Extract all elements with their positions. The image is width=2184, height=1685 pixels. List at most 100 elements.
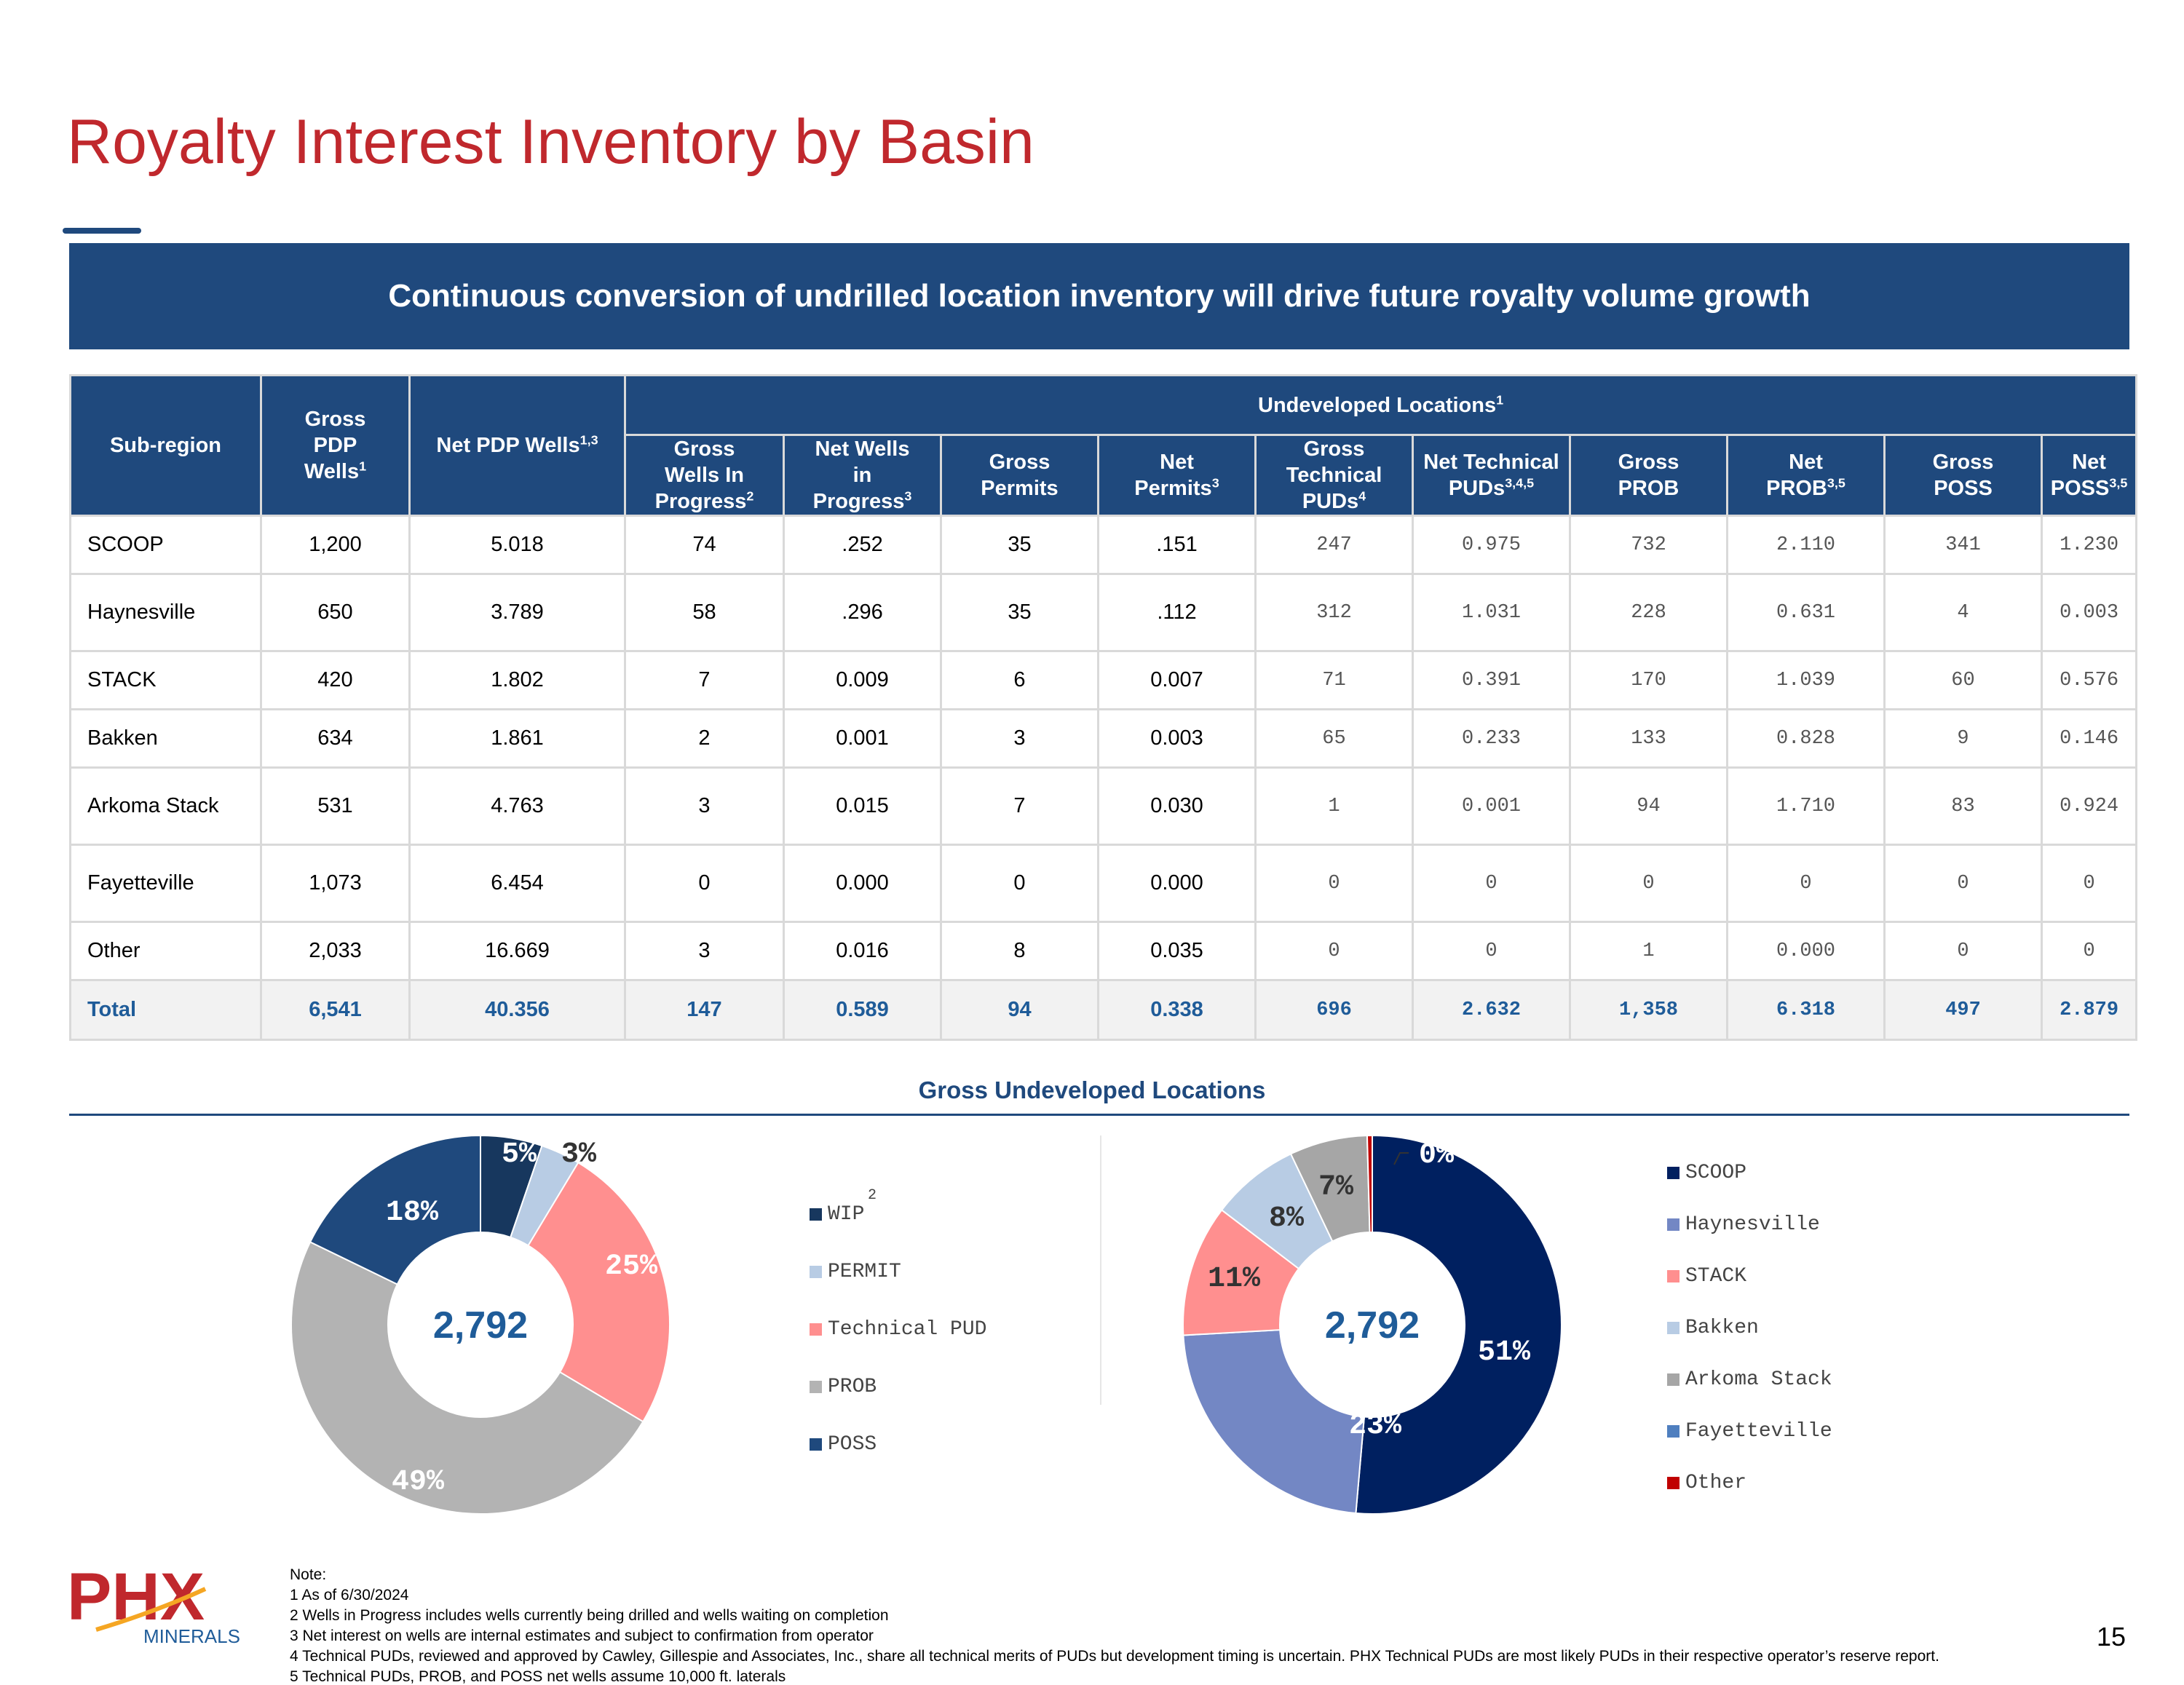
- slice-label: 8%: [1269, 1202, 1305, 1235]
- legend-swatch: [1667, 1322, 1679, 1334]
- value-cell: 35: [940, 573, 1099, 652]
- col-header-text: Gross: [1932, 451, 1994, 474]
- value-cell: 247: [1254, 515, 1414, 575]
- value-cell: 3: [624, 766, 785, 846]
- value-cell: 0.589: [783, 979, 942, 1041]
- slice-label: 3%: [561, 1138, 597, 1171]
- legend-item: SCOOP: [1667, 1162, 1746, 1184]
- donut-chart-region: 51% 23% 11%8% 7% 0% 2,792: [1182, 1134, 1562, 1515]
- value-cell: 1.802: [408, 650, 626, 710]
- legend-item: Arkoma Stack: [1667, 1368, 1832, 1391]
- value-cell: 0: [2040, 921, 2138, 981]
- col-header-text: Net Wells: [815, 437, 910, 461]
- value-cell: 3: [940, 708, 1099, 769]
- value-cell: 0.391: [1412, 650, 1571, 710]
- value-cell: 0.338: [1097, 979, 1257, 1041]
- value-cell: 170: [1569, 650, 1728, 710]
- logo-sub: MINERALS: [143, 1625, 240, 1647]
- slice-label: 49%: [392, 1466, 445, 1499]
- slice-label: 23%: [1349, 1410, 1402, 1443]
- legend-label: Technical PUD: [828, 1318, 987, 1341]
- value-cell: 0.828: [1726, 708, 1886, 769]
- value-cell: 147: [624, 979, 785, 1041]
- col-header-text: Progress: [654, 490, 747, 513]
- col-header-text: Permits: [1134, 477, 1212, 500]
- value-cell: 0.576: [2040, 650, 2138, 710]
- legend-label: WIP: [828, 1203, 865, 1226]
- value-cell: .296: [783, 573, 942, 652]
- value-cell: 1: [1569, 921, 1728, 981]
- legend-label: PERMIT: [828, 1261, 901, 1283]
- slice-label: 51%: [1478, 1336, 1531, 1369]
- page-title: Royalty Interest Inventory by Basin: [67, 107, 1034, 177]
- slice-label: 11%: [1208, 1263, 1261, 1296]
- donut-slice-technical-pud: [527, 1161, 670, 1423]
- table-body: SCOOP 1,200 5.018 74.252 35.151 247 0.975 732 2.…: [69, 515, 2138, 1041]
- value-cell: 341: [1883, 515, 2043, 575]
- legend-swatch: [810, 1208, 822, 1221]
- phx-logo: PHX MINERALS: [67, 1567, 240, 1647]
- value-cell: 5.018: [408, 515, 626, 575]
- subregion-cell: Haynesville: [69, 573, 262, 652]
- value-cell: 0.975: [1412, 515, 1571, 575]
- value-cell: 634: [260, 708, 411, 769]
- value-cell: 1.710: [1726, 766, 1886, 846]
- donut-center-total: 2,792: [1325, 1304, 1420, 1347]
- col-header-sup: 3,5: [2109, 475, 2128, 491]
- col-header-text: Net: [1789, 451, 1823, 474]
- legend-item: Fayetteville: [1667, 1420, 1832, 1443]
- value-cell: 650: [260, 573, 411, 652]
- legend-item: PERMIT: [810, 1261, 901, 1283]
- value-cell: 0: [1883, 844, 2043, 923]
- legend-item: Bakken: [1667, 1317, 1759, 1339]
- value-cell: .112: [1097, 573, 1257, 652]
- value-cell: 0.035: [1097, 921, 1257, 981]
- total-row: Total 6,541 40.356 147 0.589 94 0.338 696 2.632 1…: [69, 979, 2138, 1041]
- col-header-text: Gross: [673, 437, 735, 461]
- value-cell: 228: [1569, 573, 1728, 652]
- slice-label: 25%: [605, 1250, 658, 1283]
- footnote-line: 2 Wells in Progress includes wells curre…: [290, 1607, 889, 1624]
- col-header: Net Wells in Progress3: [783, 434, 942, 517]
- pie-section-title: Gross Undeveloped Locations: [918, 1077, 1266, 1103]
- table-row: Haynesville 650 3.789 58.296 35.112 312 1.031 2…: [69, 573, 2138, 652]
- value-cell: 40.356: [408, 979, 626, 1041]
- value-cell: 6: [940, 650, 1099, 710]
- col-header: Net Technical PUDs3,4,5: [1412, 434, 1571, 517]
- legend-label: Other: [1685, 1472, 1747, 1494]
- donut-slice-other: [1366, 1134, 1373, 1234]
- footnote-line: 3 Net interest on wells are internal est…: [290, 1627, 874, 1644]
- logo-swoosh-icon: [95, 1587, 207, 1632]
- value-cell: 0.003: [2040, 573, 2138, 652]
- value-cell: 7: [940, 766, 1099, 846]
- legend-item: WIP 2: [810, 1187, 877, 1226]
- donut-slice-prob: [290, 1241, 644, 1515]
- value-cell: 0: [624, 844, 785, 923]
- pie-section-rule: [69, 1114, 2129, 1116]
- subregion-cell: Fayetteville: [69, 844, 262, 923]
- legend-footnote-sup: 2: [868, 1187, 877, 1204]
- table-row: Arkoma Stack 531 4.763 3 0.015 7 0.030 1 0.001 94…: [69, 766, 2138, 846]
- col-header-text: PDP: [313, 434, 357, 457]
- headline-banner: Continuous conversion of undrilled locat…: [69, 243, 2129, 349]
- value-cell: .151: [1097, 515, 1257, 575]
- col-header-text: Wells: [304, 460, 360, 483]
- legend-item: STACK: [1667, 1265, 1746, 1288]
- value-cell: 1,358: [1569, 979, 1728, 1041]
- value-cell: 0.007: [1097, 650, 1257, 710]
- value-cell: 1.031: [1412, 573, 1571, 652]
- donut-center-total: 2,792: [433, 1304, 528, 1347]
- table-row: Other 2,033 16.669 3 0.016 8 0.035 0 0 1 0.000 0 0: [69, 921, 2138, 981]
- footnote-line: 5 Technical PUDs, PROB, and POSS net wel…: [290, 1668, 786, 1685]
- legend-swatch: [1667, 1167, 1679, 1179]
- value-cell: 0.146: [2040, 708, 2138, 769]
- value-cell: 71: [1254, 650, 1414, 710]
- slice-label: 18%: [386, 1197, 439, 1229]
- donut-slice-haynesville: [1182, 1329, 1366, 1515]
- col-header: Gross Permits: [940, 434, 1099, 517]
- col-header-text: Net: [2072, 451, 2106, 474]
- footnote-line: 1 As of 6/30/2024: [290, 1587, 409, 1603]
- value-cell: 8: [940, 921, 1099, 981]
- col-header: Net POSS3,5: [2040, 434, 2138, 517]
- subregion-cell: STACK: [69, 650, 262, 710]
